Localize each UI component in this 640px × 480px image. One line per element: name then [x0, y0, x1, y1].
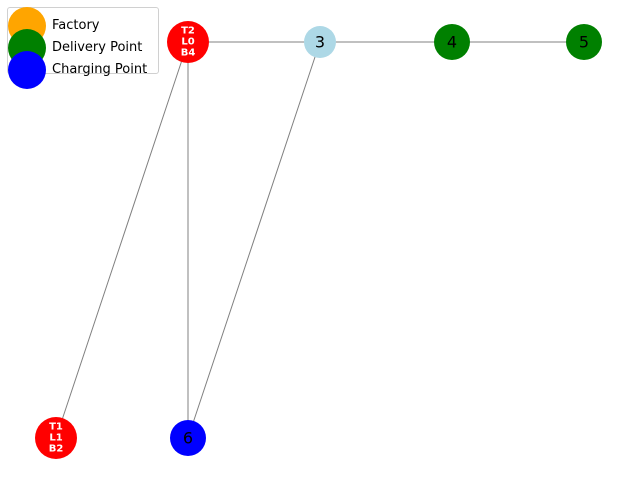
node-label-truck-node-b-line-2: B2 — [49, 444, 64, 455]
node-label-truck-node-a-line-2: B4 — [181, 48, 196, 59]
node-5[interactable]: 5 — [566, 24, 602, 60]
legend-label-factory: Factory — [52, 18, 100, 33]
node-circle-truck-node-b — [35, 417, 77, 459]
legend-label-charging-point: Charging Point — [52, 62, 148, 77]
node-circle-6 — [170, 420, 206, 456]
node-circle-truck-node-a — [167, 21, 209, 63]
legend-label-delivery-point: Delivery Point — [52, 40, 143, 55]
node-label-5: 5 — [579, 33, 589, 52]
edge-3-6 — [187, 41, 321, 439]
node-circle-5 — [566, 24, 602, 60]
node-label-4: 4 — [447, 33, 457, 52]
charging-point-marker-icon — [8, 51, 46, 89]
node-label-truck-node-b-line-0: T1 — [49, 422, 63, 433]
node-circle-4 — [434, 24, 470, 60]
node-label-6: 6 — [183, 429, 193, 448]
node-label-truck-node-a-line-1: L0 — [181, 37, 194, 48]
node-3[interactable]: 3 — [304, 26, 336, 58]
node-label-3: 3 — [315, 33, 325, 52]
node-6[interactable]: 6 — [170, 420, 206, 456]
node-label-truck-node-a-line-0: T2 — [181, 26, 195, 37]
node-label-truck-node-b-line-1: L1 — [49, 433, 62, 444]
node-4[interactable]: 4 — [434, 24, 470, 60]
node-circle-3 — [304, 26, 336, 58]
edges-layer — [55, 41, 584, 439]
edge-truck-node-a-truck-node-b — [55, 41, 189, 439]
legend: Factory Delivery Point Charging Point — [7, 7, 159, 89]
